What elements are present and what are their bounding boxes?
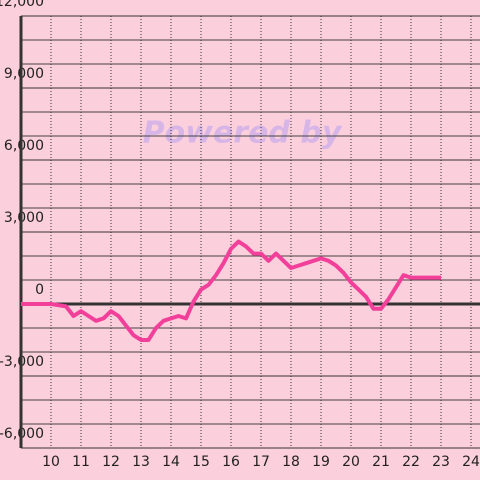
- y-tick-label: 9,000: [4, 66, 44, 82]
- x-tick-label: 16: [222, 454, 240, 470]
- y-tick-label: 3,000: [4, 210, 44, 226]
- x-tick-label: 10: [42, 454, 60, 470]
- x-tick-label: 22: [402, 454, 420, 470]
- y-tick-label: 0: [35, 282, 44, 298]
- x-tick-label: 19: [312, 454, 330, 470]
- x-tick-label: 24: [462, 454, 480, 470]
- x-tick-label: 14: [162, 454, 180, 470]
- x-tick-label: 23: [432, 454, 450, 470]
- x-tick-label: 11: [72, 454, 90, 470]
- x-tick-label: 20: [342, 454, 360, 470]
- line-series: [21, 239, 441, 342]
- x-tick-label: 15: [192, 454, 210, 470]
- y-tick-label: 6,000: [4, 138, 44, 154]
- x-tick-label: 21: [372, 454, 390, 470]
- x-tick-label: 17: [252, 454, 270, 470]
- y-tick-label: 12,000: [0, 0, 44, 10]
- x-tick-label: 13: [132, 454, 150, 470]
- watermark: Powered by: [143, 116, 343, 151]
- x-tick-label: 12: [102, 454, 120, 470]
- x-tick-label: 18: [282, 454, 300, 470]
